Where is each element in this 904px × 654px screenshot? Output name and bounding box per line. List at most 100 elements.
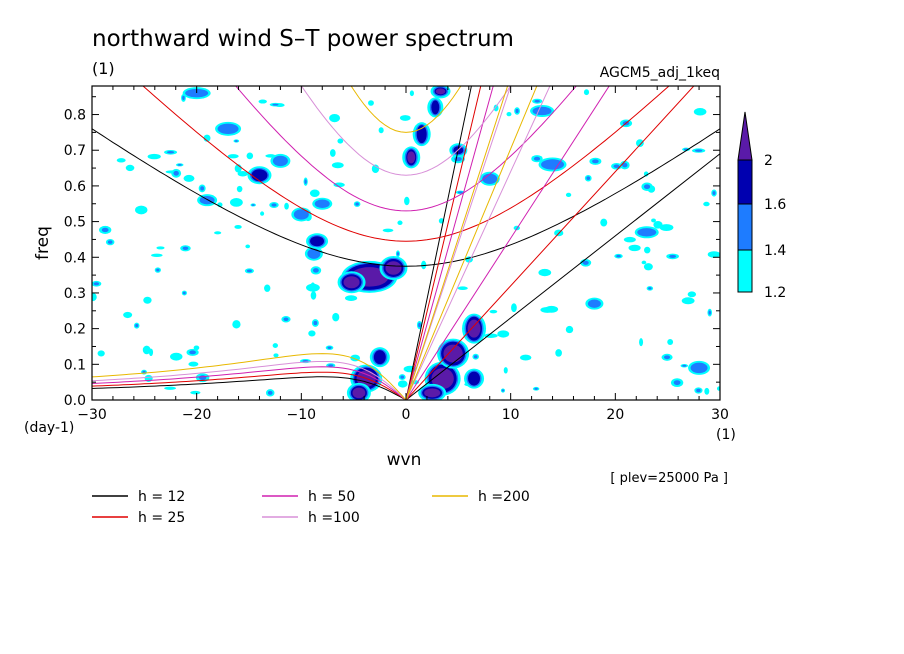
power-speckle <box>260 211 265 216</box>
power-speckle <box>664 355 671 360</box>
inertia-gravity-branch <box>405 86 494 400</box>
power-speckle <box>258 99 267 104</box>
power-speckle <box>399 115 411 121</box>
power-speckle <box>177 164 182 166</box>
y-tick-label: 0.7 <box>64 143 86 159</box>
power-speckle <box>538 268 552 277</box>
power-speckle <box>704 387 710 395</box>
power-speckle <box>368 100 374 106</box>
colorbar-arrow <box>737 111 753 161</box>
power-speckle <box>515 108 519 114</box>
power-speckle <box>404 196 410 206</box>
power-speckle <box>147 153 161 160</box>
power-speckle <box>497 330 510 338</box>
power-speckle <box>534 387 538 390</box>
power-speckle <box>166 151 175 154</box>
power-speckle <box>328 364 334 367</box>
power-speckle <box>421 260 427 270</box>
power-speckle <box>188 361 199 367</box>
power-speckle <box>703 201 710 207</box>
power-speckle <box>272 103 279 106</box>
y-unit-label: (day-1) <box>24 420 74 436</box>
power-speckle <box>313 320 318 326</box>
wig-curve <box>300 86 512 176</box>
power-patch <box>468 371 481 386</box>
kelvin-curve <box>405 86 610 400</box>
power-speckle <box>378 127 384 134</box>
power-patch <box>185 88 209 98</box>
power-speckle <box>182 95 185 101</box>
power-patch <box>272 155 288 167</box>
legend-label: h = 50 <box>308 489 355 505</box>
power-speckle <box>306 283 320 292</box>
power-speckle <box>156 246 165 250</box>
power-speckle <box>457 191 463 194</box>
colorbar-segment <box>737 159 753 205</box>
power-speckle <box>272 343 279 348</box>
power-speckle <box>189 350 196 355</box>
power-speckle <box>151 253 163 258</box>
power-patch <box>431 100 440 115</box>
inertia-gravity-branch <box>405 86 472 400</box>
power-speckle <box>304 179 307 184</box>
legend-label: h =200 <box>478 489 530 505</box>
power-speckle <box>635 139 644 147</box>
power-patch <box>385 261 402 275</box>
power-patch <box>352 387 366 399</box>
power-speckle <box>687 291 697 298</box>
y-tick-label: 0.8 <box>64 108 86 124</box>
power-speckle <box>135 205 148 215</box>
power-speckle <box>681 297 695 305</box>
power-speckle <box>193 345 200 351</box>
colorbar-label: 1.6 <box>764 197 786 213</box>
power-patch <box>307 248 321 259</box>
power-speckle <box>170 352 183 361</box>
colorbar-label: 2 <box>764 153 773 169</box>
power-speckle <box>107 240 113 244</box>
power-patch <box>251 169 268 182</box>
power-speckle <box>135 323 139 328</box>
power-speckle <box>418 322 421 328</box>
power-speckle <box>142 345 151 355</box>
power-speckle <box>92 293 97 302</box>
power-speckle <box>644 246 651 254</box>
power-patch <box>435 88 446 95</box>
power-speckle <box>583 89 590 96</box>
power-speckle <box>396 251 400 256</box>
wig-curve <box>92 128 720 267</box>
power-patch <box>217 123 239 135</box>
power-speckle <box>123 311 133 319</box>
power-speckle <box>234 140 238 142</box>
power-speckle <box>116 158 126 163</box>
power-speckle <box>333 182 345 188</box>
y-tick-label: 0.5 <box>64 215 86 231</box>
power-speckle <box>267 390 273 395</box>
x-axis-label: wvn <box>387 450 422 470</box>
power-speckle <box>200 186 205 191</box>
x-tick-label: −20 <box>182 407 212 423</box>
power-speckle <box>533 156 541 161</box>
power-speckle <box>616 254 621 258</box>
power-patch <box>199 195 215 205</box>
power-speckle <box>716 386 720 391</box>
inertia-gravity-branch <box>405 86 538 400</box>
rossby-curve <box>92 376 407 400</box>
power-speckle <box>519 354 532 361</box>
power-speckle <box>643 171 649 177</box>
power-speckle <box>489 309 498 314</box>
power-speckle <box>643 263 653 271</box>
inertia-gravity-branch <box>405 86 482 400</box>
power-speckle <box>271 203 277 207</box>
power-speckle <box>355 202 359 206</box>
power-speckle <box>694 149 703 152</box>
power-speckle <box>622 162 628 168</box>
power-speckle <box>628 244 641 252</box>
kelvin-curve <box>405 86 551 400</box>
power-speckle <box>182 246 189 250</box>
x-axis: −30 −20 −10 0 10 20 30 <box>77 86 729 423</box>
power-speckle <box>329 149 336 157</box>
power-speckle <box>125 164 135 172</box>
power-speckle <box>501 389 505 392</box>
colorbar: 1.2 1.4 1.6 2 <box>737 111 786 301</box>
power-speckle <box>653 220 663 229</box>
